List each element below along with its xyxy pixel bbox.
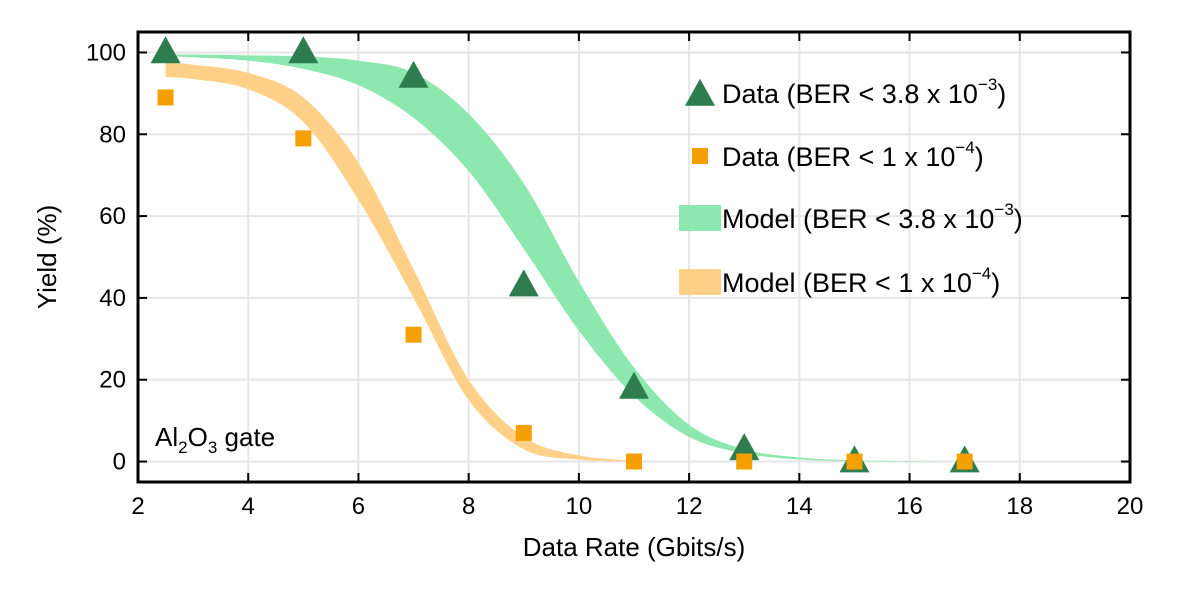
data-point-triangle <box>398 60 429 88</box>
legend-label-close: ) <box>997 79 1006 109</box>
model-band <box>165 54 965 462</box>
model-bands <box>165 54 965 462</box>
legend-marker-band <box>679 269 721 295</box>
legend-label-close: ) <box>991 268 1000 298</box>
x-tick-label: 6 <box>352 493 365 520</box>
x-axis-label: Data Rate (Gbits/s) <box>523 532 746 562</box>
legend-label: Data (BER < 3.8 x 10−3) <box>722 75 1006 109</box>
data-point-triangle <box>729 433 760 461</box>
y-tick-label: 80 <box>99 121 126 148</box>
data-point-square <box>736 453 753 470</box>
data-point-square <box>626 453 642 470</box>
legend-label-close: ) <box>975 142 984 172</box>
legend-label: Data (BER < 1 x 10−4) <box>722 138 984 172</box>
data-points <box>150 36 980 473</box>
x-tick-label: 12 <box>676 493 703 520</box>
annotation-mid: O <box>188 422 208 452</box>
y-tick-label: 0 <box>113 449 126 476</box>
annotation-sub1: 2 <box>178 438 187 457</box>
y-tick-label: 100 <box>86 39 126 66</box>
data-point-triangle <box>288 36 319 64</box>
x-tick-label: 16 <box>896 493 923 520</box>
legend-marker-square <box>692 148 708 164</box>
data-point-square <box>405 326 422 343</box>
annotation-sub2: 3 <box>208 438 217 457</box>
legend-label-text: Model (BER < 1 x 10 <box>722 268 972 298</box>
data-point-square <box>846 453 863 470</box>
legend: Data (BER < 3.8 x 10−3)Data (BER < 1 x 1… <box>679 75 1023 298</box>
y-tick-label: 20 <box>99 367 126 394</box>
legend-marker-band <box>679 205 721 231</box>
data-point-square <box>295 130 312 147</box>
grid-lines <box>137 32 1131 482</box>
y-tick-label: 60 <box>99 203 126 230</box>
gate-annotation: Al2O3 gate <box>155 422 275 457</box>
y-axis-label: Yield (%) <box>32 205 62 310</box>
data-point-triangle <box>150 36 181 64</box>
legend-label-exponent: −4 <box>955 138 974 157</box>
legend-label-text: Data (BER < 3.8 x 10 <box>722 79 978 109</box>
data-point-triangle <box>508 269 539 297</box>
data-point-square <box>515 424 532 441</box>
data-point-triangle <box>619 371 649 399</box>
x-tick-label: 18 <box>1006 493 1033 520</box>
legend-label: Model (BER < 3.8 x 10−3) <box>722 200 1023 234</box>
x-tick-label: 20 <box>1117 493 1144 520</box>
x-tick-label: 4 <box>242 493 255 520</box>
legend-label-close: ) <box>1014 204 1023 234</box>
x-tick-label: 2 <box>131 493 144 520</box>
data-point-square <box>157 89 174 106</box>
axis-ticks: 2 4 6 8 10 12 14 16 18 20 0 20 40 60 80 100 <box>86 32 1143 520</box>
legend-label-text: Data (BER < 1 x 10 <box>722 142 955 172</box>
legend-label-exponent: −4 <box>972 264 991 283</box>
x-tick-label: 14 <box>786 493 813 520</box>
legend-label-exponent: −3 <box>978 75 997 94</box>
legend-label-exponent: −3 <box>994 200 1013 219</box>
x-tick-label: 8 <box>462 493 475 520</box>
y-tick-label: 40 <box>99 285 126 312</box>
annotation-rest: gate <box>217 422 275 452</box>
x-tick-label: 10 <box>566 493 593 520</box>
legend-label: Model (BER < 1 x 10−4) <box>722 264 1000 298</box>
data-point-square <box>956 453 973 470</box>
model-band <box>165 62 635 462</box>
legend-label-text: Model (BER < 3.8 x 10 <box>722 204 994 234</box>
legend-marker-triangle <box>685 78 715 106</box>
plot-frame <box>136 30 1132 484</box>
annotation-base: Al <box>155 422 178 452</box>
